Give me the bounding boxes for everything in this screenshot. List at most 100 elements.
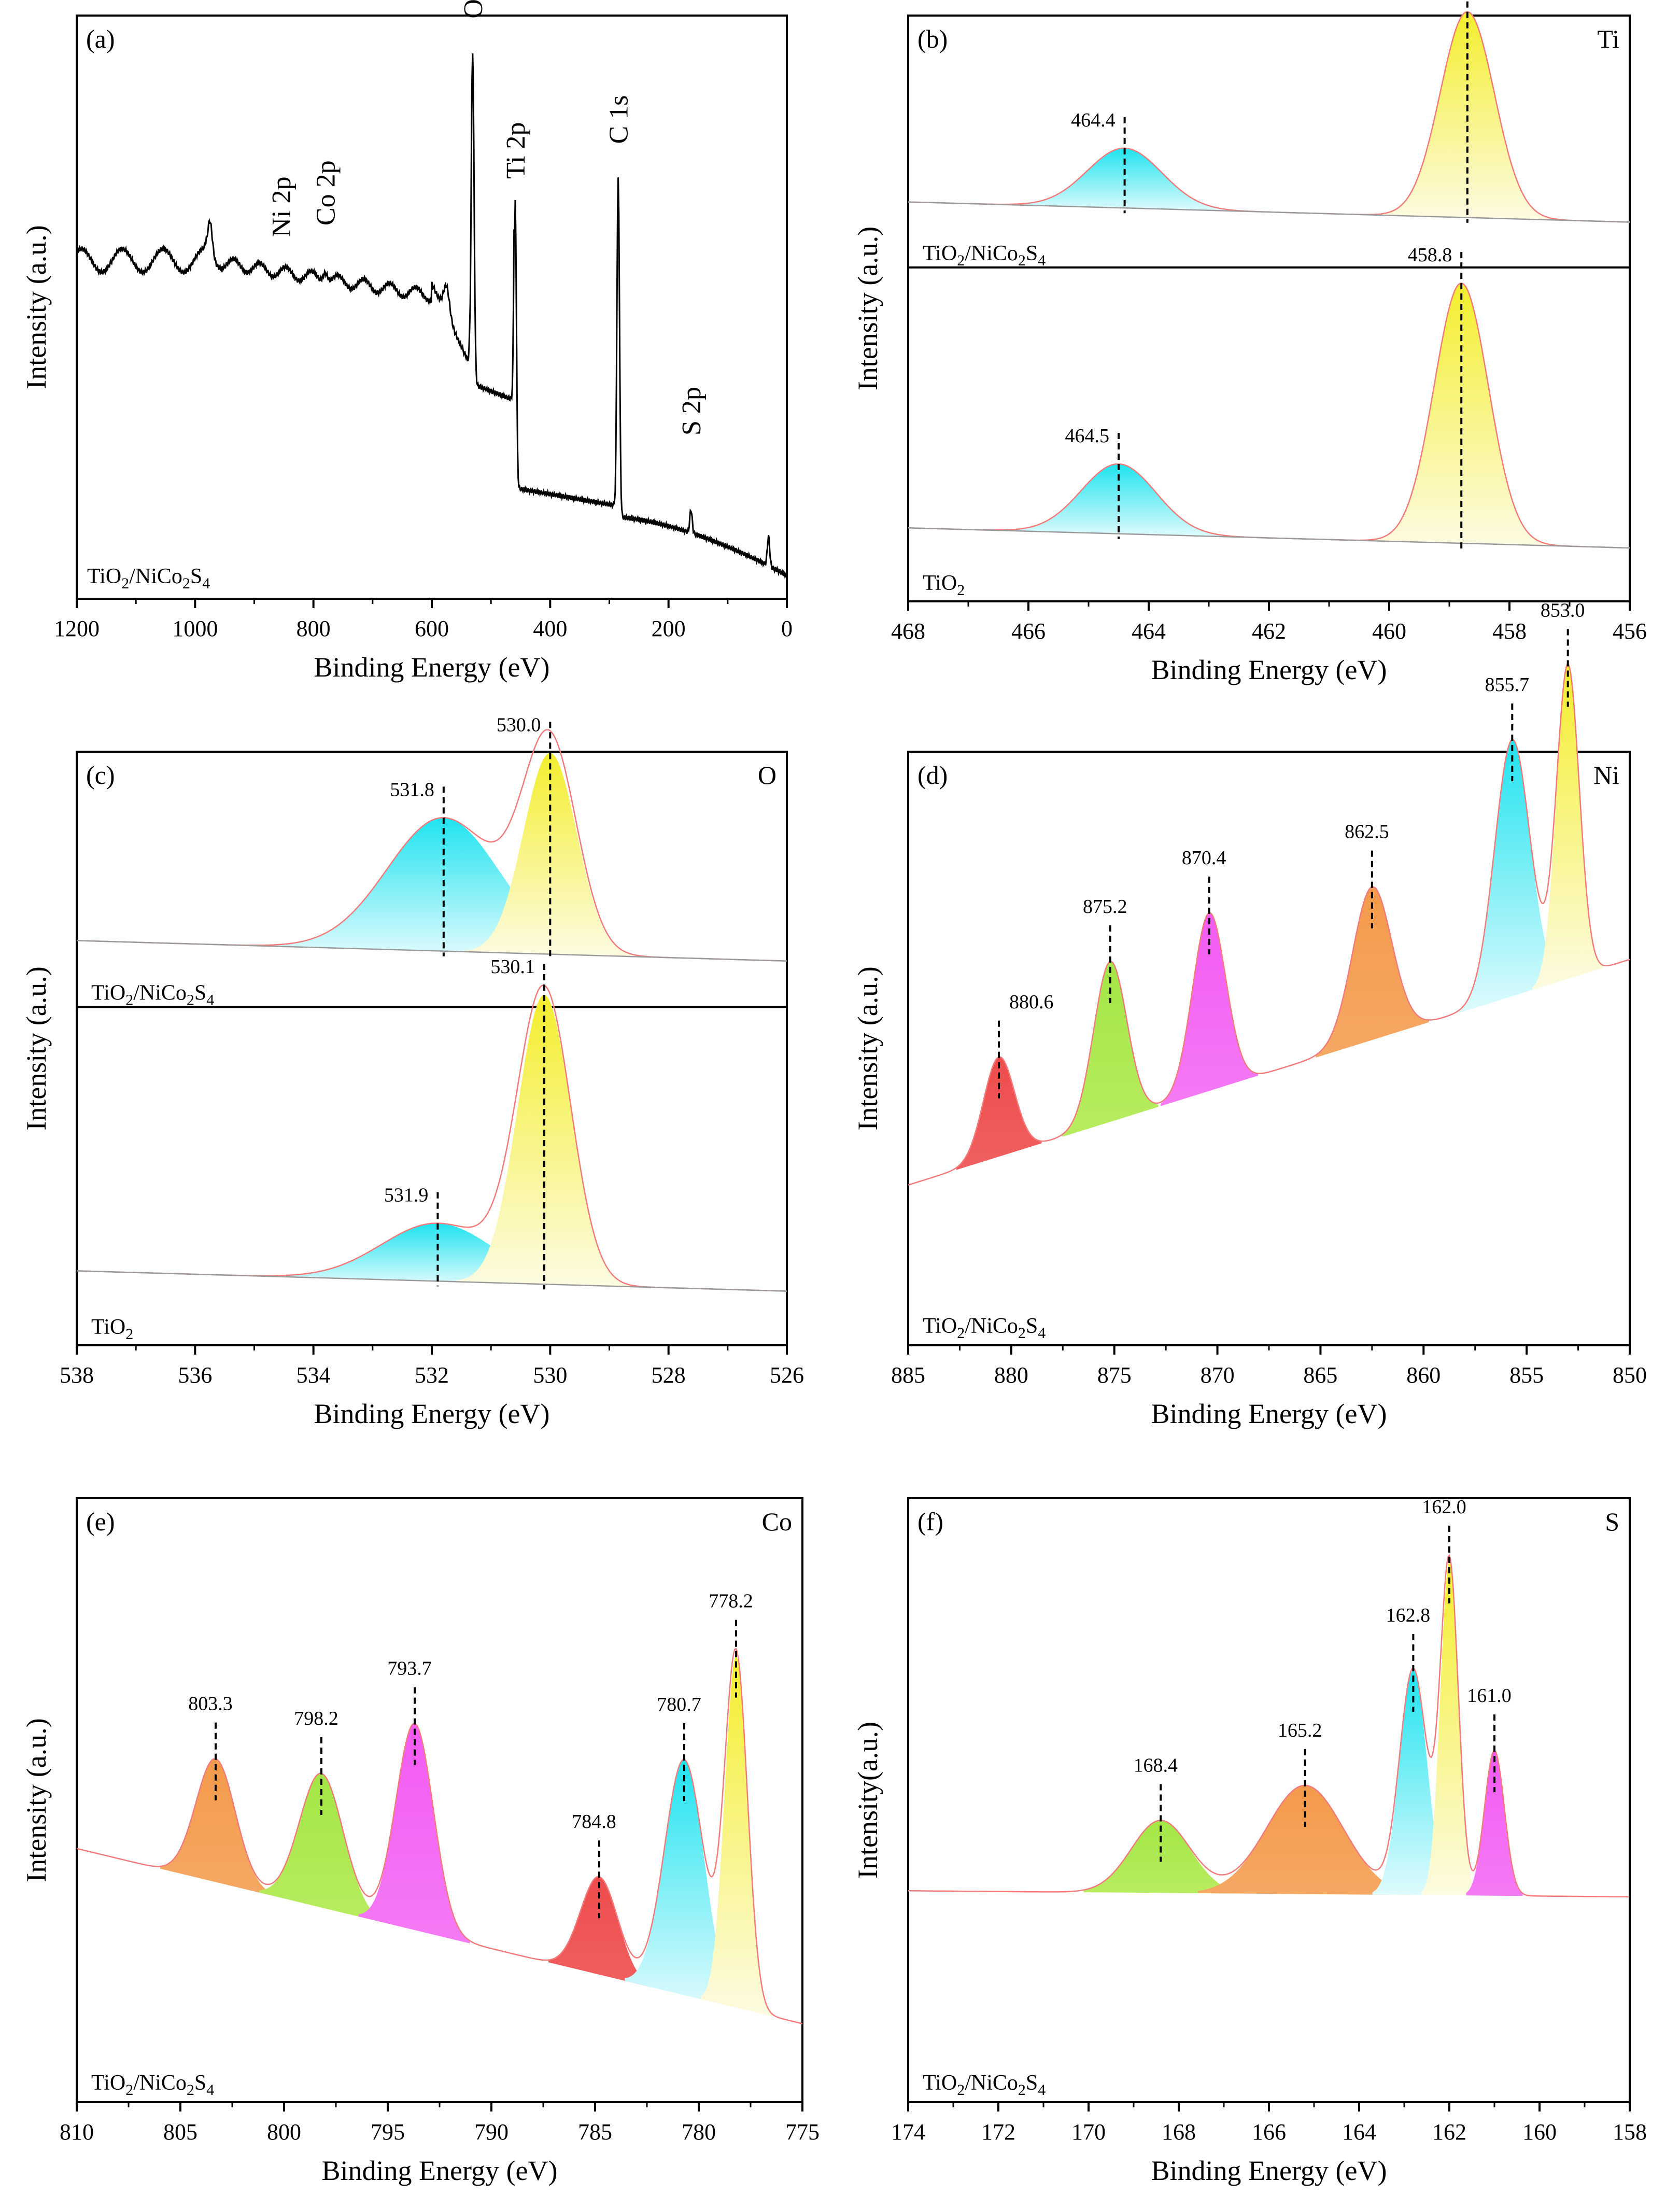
peak-label: 784.8 bbox=[572, 1811, 616, 1833]
peak-label: 162.8 bbox=[1386, 1604, 1431, 1626]
x-axis-label: Binding Energy (eV) bbox=[322, 2155, 558, 2186]
x-tick-label: 164 bbox=[1342, 2119, 1376, 2145]
x-tick-label: 160 bbox=[1522, 2119, 1557, 2145]
sample-label: TiO2 bbox=[923, 571, 965, 599]
peak-component-yellow bbox=[1532, 665, 1603, 990]
panel-letter: (c) bbox=[86, 761, 115, 790]
panel-c: 538 536 534 532 530 528 526 Binding Energy (eV)… bbox=[21, 714, 804, 1429]
element-label: O bbox=[758, 761, 777, 790]
background-line bbox=[908, 201, 1630, 223]
x-tick-label: 170 bbox=[1071, 2119, 1106, 2145]
x-tick-label: 785 bbox=[578, 2119, 612, 2145]
y-axis-label: Intensity (a.u.) bbox=[21, 225, 52, 389]
x-axis-label: Binding Energy (eV) bbox=[1151, 1398, 1387, 1429]
x-tick-label: 172 bbox=[981, 2119, 1015, 2145]
x-tick-label: 805 bbox=[163, 2119, 197, 2145]
element-label: Ni bbox=[1593, 761, 1619, 790]
peak-label: 870.4 bbox=[1182, 847, 1226, 869]
background-line bbox=[908, 527, 1630, 549]
peak-component-orange bbox=[1316, 886, 1429, 1058]
x-tick-label: 526 bbox=[770, 1362, 804, 1388]
sample-label: TiO2 bbox=[91, 1315, 133, 1343]
sample-label: TiO2/NiCo2S4 bbox=[923, 242, 1046, 269]
background-line bbox=[76, 1270, 787, 1292]
panel-f: 174 172 170 168 166 164 162 160 158 Binding Energ… bbox=[852, 1496, 1647, 2186]
x-axis-label: Binding Energy (eV) bbox=[1151, 654, 1387, 685]
peak-component-yellow bbox=[1421, 1561, 1477, 1896]
survey-peak-label: Ti 2p bbox=[501, 122, 531, 179]
panel-e: 810 805 800 795 790 785 780 775 Binding Energy (… bbox=[21, 1497, 820, 2186]
peak-label: 168.4 bbox=[1133, 1755, 1178, 1777]
panel-letter: (b) bbox=[917, 24, 948, 53]
y-axis-label: Intensity (a.u.) bbox=[21, 1718, 52, 1882]
x-axis-label: Binding Energy (eV) bbox=[1151, 2155, 1387, 2186]
x-tick-label: 538 bbox=[60, 1362, 94, 1388]
x-tick-label: 780 bbox=[682, 2119, 716, 2145]
peak-label: 531.9 bbox=[384, 1185, 429, 1206]
x-tick-label: 860 bbox=[1406, 1362, 1441, 1388]
x-tick-label: 534 bbox=[297, 1362, 331, 1388]
x-tick-label: 600 bbox=[415, 616, 449, 641]
peak-component-green bbox=[259, 1773, 383, 1923]
survey-peak-label: S 2p bbox=[677, 387, 707, 435]
x-tick-label: 158 bbox=[1613, 2119, 1647, 2145]
fit-envelope bbox=[76, 1648, 803, 2024]
sample-label: TiO2/NiCo2S4 bbox=[87, 565, 210, 592]
x-tick-label: 528 bbox=[652, 1362, 686, 1388]
x-tick-label: 530 bbox=[533, 1362, 567, 1388]
sample-label: TiO2/NiCo2S4 bbox=[91, 981, 214, 1008]
x-tick-label: 800 bbox=[297, 616, 331, 641]
x-tick-label: 870 bbox=[1201, 1362, 1235, 1388]
peak-component-red bbox=[956, 1057, 1042, 1170]
fit-envelope bbox=[908, 11, 1630, 223]
x-tick-label: 855 bbox=[1509, 1362, 1544, 1388]
x-tick-label: 810 bbox=[60, 2119, 94, 2145]
peak-component-yellow bbox=[1373, 283, 1549, 546]
x-tick-label: 800 bbox=[267, 2119, 301, 2145]
peak-label: 162.0 bbox=[1422, 1496, 1466, 1518]
x-tick-label: 875 bbox=[1097, 1362, 1132, 1388]
survey-peak-label: Co 2p bbox=[312, 160, 341, 226]
panel-letter: (a) bbox=[86, 24, 115, 53]
x-tick-label: 795 bbox=[371, 2119, 405, 2145]
x-tick-label: 200 bbox=[652, 616, 686, 641]
panel-a: 1200 1000 800 600 400 200 0 Binding Energy (eV)… bbox=[21, 0, 793, 683]
peak-label: 862.5 bbox=[1345, 821, 1389, 843]
peak-component-yellow bbox=[463, 753, 636, 957]
peak-component-red bbox=[548, 1877, 650, 1987]
peak-label: 464.5 bbox=[1065, 425, 1110, 447]
y-axis-label: Intensity (a.u.) bbox=[852, 966, 883, 1130]
x-tick-label: 775 bbox=[785, 2119, 820, 2145]
peak-label: 531.8 bbox=[390, 779, 434, 800]
peak-component-cyan bbox=[1459, 740, 1566, 1013]
x-tick-label: 850 bbox=[1613, 1362, 1647, 1388]
panel-d: 885 880 875 870 865 860 855 850 Binding Energy (… bbox=[852, 599, 1647, 1429]
peak-component-magenta bbox=[1466, 1751, 1523, 1896]
peak-label: 853.0 bbox=[1541, 599, 1585, 621]
plot-frame bbox=[907, 15, 1631, 602]
peak-label: 530.0 bbox=[497, 714, 541, 736]
x-tick-label: 880 bbox=[994, 1362, 1028, 1388]
x-tick-label: 166 bbox=[1252, 2119, 1286, 2145]
survey-peak-label: O 1s bbox=[459, 0, 488, 19]
x-tick-label: 458 bbox=[1492, 618, 1527, 644]
x-tick-label: 865 bbox=[1303, 1362, 1337, 1388]
peak-component-yellow bbox=[701, 1656, 772, 2017]
plot-frame bbox=[76, 15, 788, 600]
x-tick-label: 168 bbox=[1162, 2119, 1196, 2145]
x-tick-label: 460 bbox=[1372, 618, 1406, 644]
peak-label: 464.4 bbox=[1071, 109, 1116, 131]
element-label: Ti bbox=[1597, 24, 1619, 53]
peak-label: 778.2 bbox=[709, 1590, 753, 1612]
survey-peak-label: Ni 2p bbox=[267, 177, 297, 237]
x-tick-label: 464 bbox=[1132, 618, 1166, 644]
fit-envelope bbox=[908, 1554, 1629, 1898]
y-axis-label: Intensity(a.u.) bbox=[852, 1722, 883, 1879]
sample-label: TiO2/NiCo2S4 bbox=[923, 2071, 1046, 2099]
x-tick-label: 400 bbox=[533, 616, 567, 641]
panel-letter: (d) bbox=[917, 761, 948, 790]
x-tick-label: 1200 bbox=[54, 616, 100, 641]
panel-letter: (e) bbox=[86, 1507, 115, 1536]
peak-label: 780.7 bbox=[657, 1694, 701, 1715]
